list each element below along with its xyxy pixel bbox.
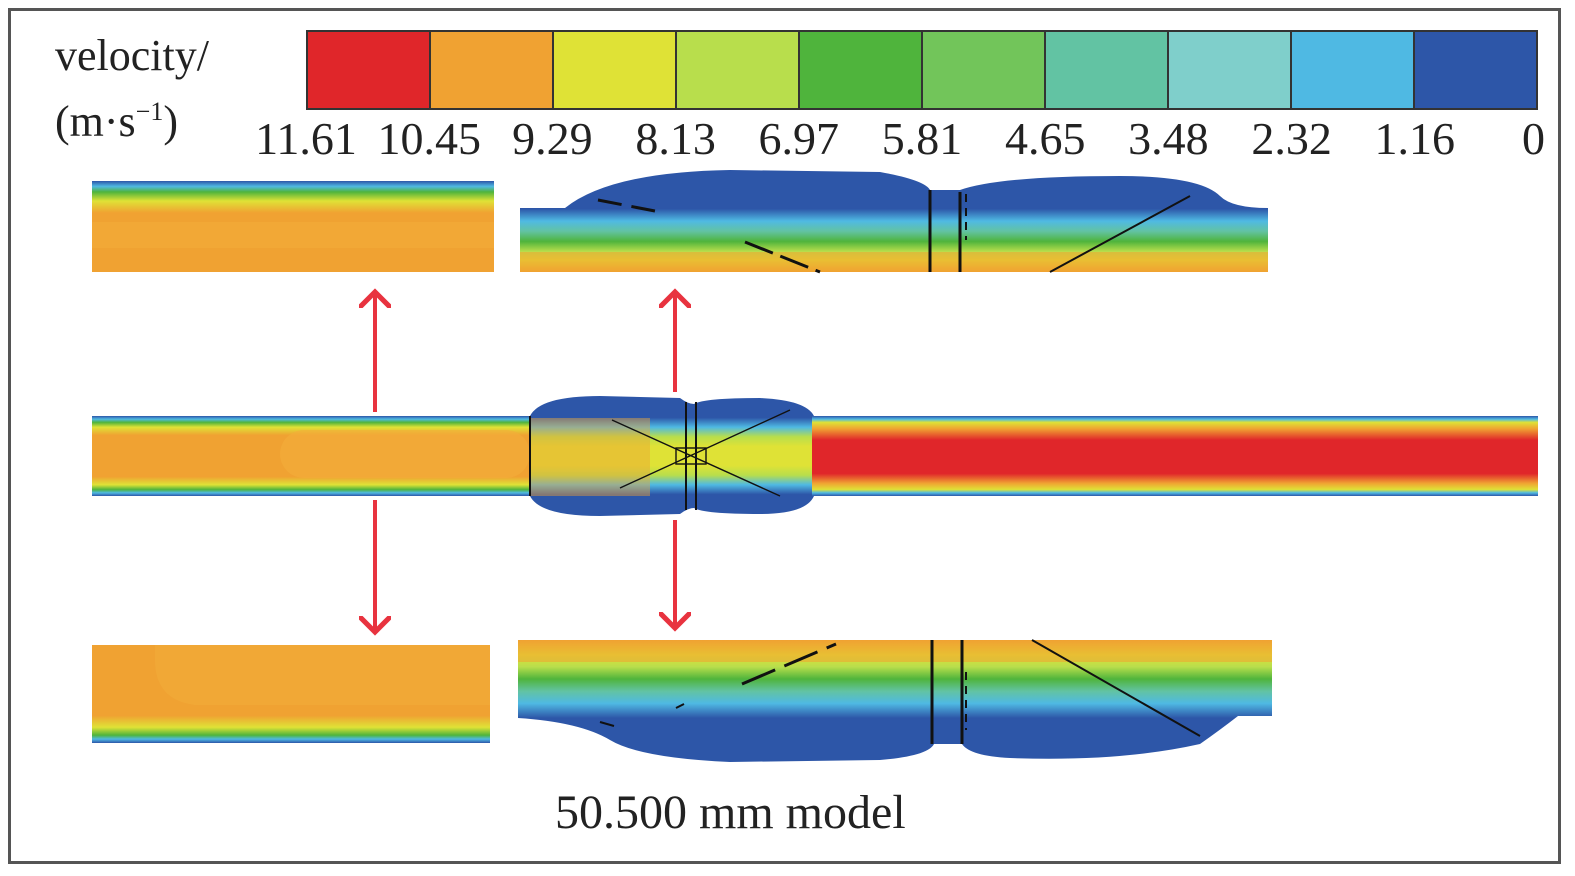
arrows <box>375 292 675 632</box>
legend-title: velocity/ (m·s−1) <box>55 28 209 150</box>
colorbar-tick-label: 0 <box>1522 113 1545 164</box>
colorbar-tick-label: 1.16 <box>1374 113 1456 164</box>
top-left-pipe-section <box>92 181 494 272</box>
legend-title-line2: (m·s−1) <box>55 84 209 150</box>
colorbar-swatch <box>431 32 554 108</box>
colorbar-tick-label: 3.48 <box>1128 113 1209 164</box>
colorbar-tick-label: 2.32 <box>1251 113 1332 164</box>
colorbar-tick-label: 8.13 <box>635 113 716 164</box>
figure-frame <box>8 8 1561 864</box>
colorbar-swatch <box>1169 32 1292 108</box>
bottom-left-pipe-section <box>92 645 490 743</box>
colorbar-tick-label: 5.81 <box>881 113 963 164</box>
colorbar-swatch <box>923 32 1046 108</box>
colorbar-swatch <box>1292 32 1415 108</box>
legend-title-line1: velocity/ <box>55 31 209 80</box>
colorbar-swatch <box>800 32 923 108</box>
bottom-right-valve-section <box>518 639 1272 762</box>
legend-unit-exponent: −1 <box>135 97 164 126</box>
colorbar-swatch <box>554 32 677 108</box>
colorbar-tick-label: 10.45 <box>377 113 481 164</box>
top-right-valve-section <box>520 170 1268 274</box>
legend-unit-suffix: ) <box>163 97 178 146</box>
colorbar-tick-label: 11.61 <box>255 113 357 164</box>
legend-unit-prefix: (m·s <box>55 97 136 146</box>
colorbar-tick-label: 4.65 <box>1004 113 1086 164</box>
colorbar-swatch <box>677 32 800 108</box>
colorbar-swatch <box>308 32 431 108</box>
colorbar-tick-label: 6.97 <box>758 113 840 164</box>
middle-full-pipe <box>92 396 1538 516</box>
colorbar-swatch <box>1415 32 1536 108</box>
colorbar-swatch <box>1046 32 1169 108</box>
colorbar-tick-label: 9.29 <box>512 113 593 164</box>
figure-caption: 50.500 mm model <box>555 786 906 839</box>
velocity-colorbar <box>306 30 1538 110</box>
